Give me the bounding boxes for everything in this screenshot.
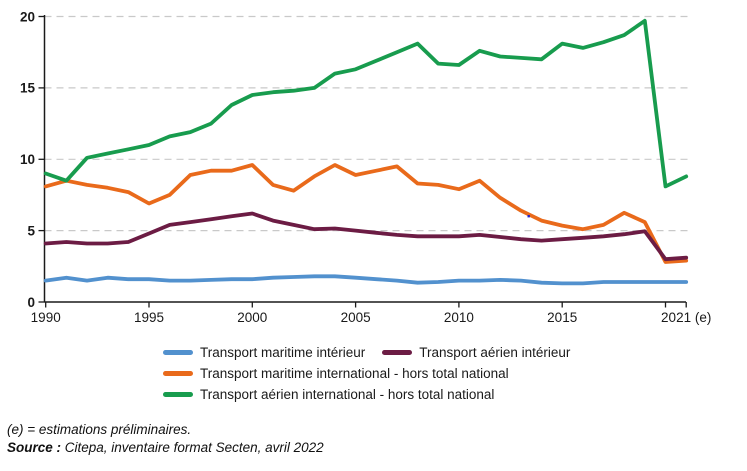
- legend-row-1: Transport maritime intérieur Transport a…: [163, 342, 747, 363]
- svg-text:2015: 2015: [547, 310, 577, 325]
- emissions-chart-svg: 0 5 10 15 20 1990 1995 2000 2005 2010 2015 2021 (e): [20, 9, 711, 325]
- svg-text:1995: 1995: [134, 310, 164, 325]
- svg-text:1990: 1990: [31, 310, 61, 325]
- legend-row-3: Transport aérien international - hors to…: [163, 384, 747, 405]
- chart-legend: Transport maritime intérieur Transport a…: [0, 342, 747, 405]
- svg-text:2010: 2010: [444, 310, 474, 325]
- footnote-estimations: (e) = estimations préliminaires.: [7, 422, 192, 437]
- legend-swatch-aerien-interieur: [382, 350, 413, 355]
- chart-footer: (e) = estimations préliminaires. Source …: [7, 421, 747, 457]
- svg-text:0: 0: [27, 295, 35, 310]
- legend-swatch-maritime-international: [163, 371, 193, 376]
- legend-swatch-aerien-international: [163, 392, 193, 397]
- legend-swatch-maritime-interieur: [163, 350, 193, 355]
- svg-text:2000: 2000: [237, 310, 267, 325]
- svg-text:2021 (e): 2021 (e): [661, 310, 711, 325]
- legend-item-aerien-international: Transport aérien international - hors to…: [163, 387, 494, 402]
- legend-row-2: Transport maritime international - hors …: [163, 363, 747, 384]
- source-text: Citepa, inventaire format Secten, avril …: [61, 440, 324, 456]
- legend-label-maritime-international: Transport maritime international - hors …: [200, 366, 509, 381]
- legend-item-maritime-interieur: Transport maritime intérieur: [163, 345, 365, 360]
- legend-label-aerien-international: Transport aérien international - hors to…: [200, 387, 495, 402]
- legend-label-maritime-interieur: Transport maritime intérieur: [200, 345, 366, 360]
- svg-text:20: 20: [20, 9, 35, 24]
- svg-text:15: 15: [20, 81, 36, 96]
- legend-item-aerien-interieur: Transport aérien intérieur: [382, 345, 570, 360]
- svg-text:10: 10: [20, 152, 35, 167]
- svg-text:5: 5: [27, 223, 35, 238]
- source-label: Source :: [7, 440, 62, 456]
- legend-label-aerien-interieur: Transport aérien intérieur: [419, 345, 571, 360]
- svg-text:2005: 2005: [341, 310, 371, 325]
- source-line: Source : Citepa, inventaire format Secte…: [7, 439, 747, 457]
- legend-item-maritime-international: Transport maritime international - hors …: [163, 366, 509, 381]
